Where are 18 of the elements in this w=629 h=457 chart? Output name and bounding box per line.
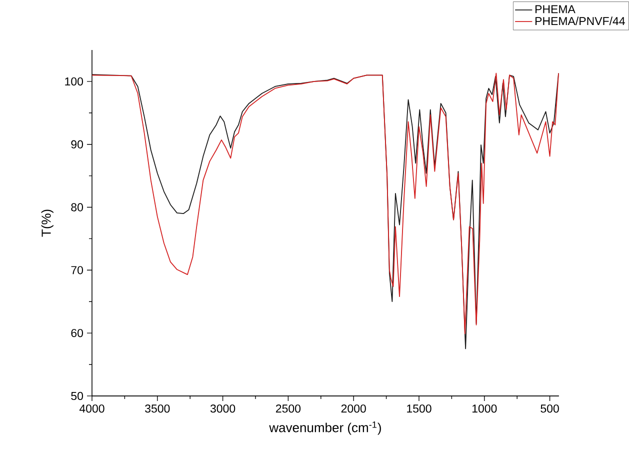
y-tick-label: 90 [71, 140, 84, 148]
x-tick-label: 2500 [276, 404, 301, 413]
y-axis-title: T(%) [41, 210, 54, 237]
y-tick-label: 100 [65, 77, 84, 86]
x-tick-label: 2000 [341, 404, 366, 413]
x-tick-label: 500 [540, 404, 559, 413]
x-tick-label: 3000 [210, 404, 236, 413]
legend-label: PHEMA [535, 5, 576, 14]
legend-label: PHEMA/PNVF/44 [535, 16, 625, 26]
y-tick-label: 80 [71, 203, 84, 212]
y-tick-label: 60 [71, 329, 84, 338]
x-axis-title: wavenumber (cm$^{-1}$) [269, 422, 381, 435]
x-tick-label: 1000 [472, 404, 497, 413]
y-tick-label: 70 [71, 266, 84, 274]
x-tick-label: 3500 [145, 404, 170, 413]
x-tick-label: 1500 [407, 404, 432, 413]
y-tick-label: 50 [71, 392, 84, 400]
x-tick-label: 4000 [79, 404, 104, 413]
